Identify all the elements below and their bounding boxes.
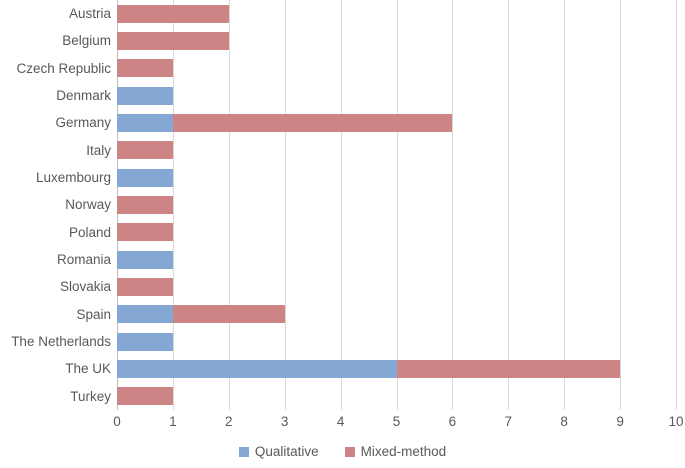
bar-segment-qualitative: [117, 86, 173, 105]
bar-row: [117, 328, 676, 355]
legend-item-qualitative: Qualitative: [238, 444, 319, 459]
bar-row: [117, 55, 676, 82]
x-tick-label: 6: [448, 414, 457, 429]
category-label: Poland: [68, 224, 111, 240]
bar-row: [117, 0, 676, 27]
bar-row: [117, 219, 676, 246]
legend-item-mixed-method: Mixed-method: [344, 444, 447, 459]
x-tick-label: 10: [668, 414, 684, 429]
gridline: [508, 0, 510, 410]
bar-segment-mixed-method: [117, 387, 173, 406]
x-tick-label: 8: [560, 414, 568, 429]
x-axis-tick-labels: 0 1 2 3 4 5 6 7 8 9 10: [113, 414, 683, 432]
legend-label: Qualitative: [254, 444, 319, 459]
x-tick-label: 4: [336, 414, 345, 429]
gridline: [228, 0, 230, 410]
bar-segment-mixed-method: [117, 277, 173, 296]
x-tick-label: 3: [280, 414, 289, 429]
gridline: [340, 0, 342, 410]
category-label: Spain: [76, 306, 111, 322]
bar-segment-mixed-method: [117, 4, 229, 23]
gridline: [396, 0, 398, 410]
category-label: The Netherlands: [11, 334, 111, 350]
x-tick-label: 2: [225, 414, 233, 429]
plot-area: [117, 0, 677, 410]
bar-segment-qualitative: [117, 305, 173, 324]
x-tick-label: 7: [504, 414, 513, 429]
legend-swatch-icon: [238, 446, 249, 457]
bar-row: [117, 273, 676, 300]
x-tick-label: 0: [113, 414, 121, 429]
x-tick-label: 1: [169, 414, 177, 429]
gridline: [284, 0, 286, 410]
bar-row: [117, 383, 676, 410]
gridline: [452, 0, 454, 410]
category-label: Germany: [55, 115, 111, 131]
category-label: Austria: [68, 6, 111, 22]
legend: Qualitative Mixed-method: [0, 444, 685, 459]
gridline: [620, 0, 622, 410]
category-label: Denmark: [56, 88, 111, 104]
bar-row: [117, 355, 676, 382]
bar-segment-mixed-method: [117, 195, 173, 214]
category-label: Turkey: [70, 388, 111, 404]
bar-segment-mixed-method: [117, 31, 229, 50]
bar-segment-qualitative: [117, 113, 173, 132]
y-axis-category-labels: Austria Belgium Czech Republic Denmark Germa…: [0, 0, 111, 410]
category-label: Belgium: [62, 33, 111, 49]
legend-swatch-icon: [344, 446, 355, 457]
bar-segment-qualitative: [117, 359, 397, 378]
gridline: [676, 0, 677, 410]
bar-row: [117, 301, 676, 328]
bar-row: [117, 109, 676, 136]
bar-row: [117, 164, 676, 191]
bar-segment-mixed-method: [172, 113, 453, 132]
category-label: Slovakia: [59, 279, 111, 295]
category-label: The UK: [65, 361, 111, 377]
x-tick-label: 5: [392, 414, 401, 429]
bar-segment-mixed-method: [117, 141, 173, 160]
bar-segment-mixed-method: [117, 223, 173, 242]
category-label: Czech Republic: [16, 60, 111, 76]
category-label: Luxembourg: [35, 170, 111, 186]
category-label: Norway: [65, 197, 111, 213]
gridline: [172, 0, 174, 410]
category-label: Italy: [86, 142, 111, 158]
bar-segment-mixed-method: [117, 59, 173, 78]
bar-segment-qualitative: [117, 168, 173, 187]
bar-row: [117, 246, 676, 273]
bar-segment-qualitative: [117, 332, 173, 351]
x-tick-label: 9: [616, 414, 624, 429]
bar-segment-mixed-method: [396, 359, 621, 378]
bar-row: [117, 27, 676, 54]
bar-segment-qualitative: [117, 250, 173, 269]
bar-row: [117, 191, 676, 218]
bar-segment-mixed-method: [172, 305, 285, 324]
bar-row: [117, 137, 676, 164]
legend-label: Mixed-method: [360, 444, 447, 459]
bar-row: [117, 82, 676, 109]
category-label: Romania: [56, 252, 111, 268]
gridline: [564, 0, 566, 410]
